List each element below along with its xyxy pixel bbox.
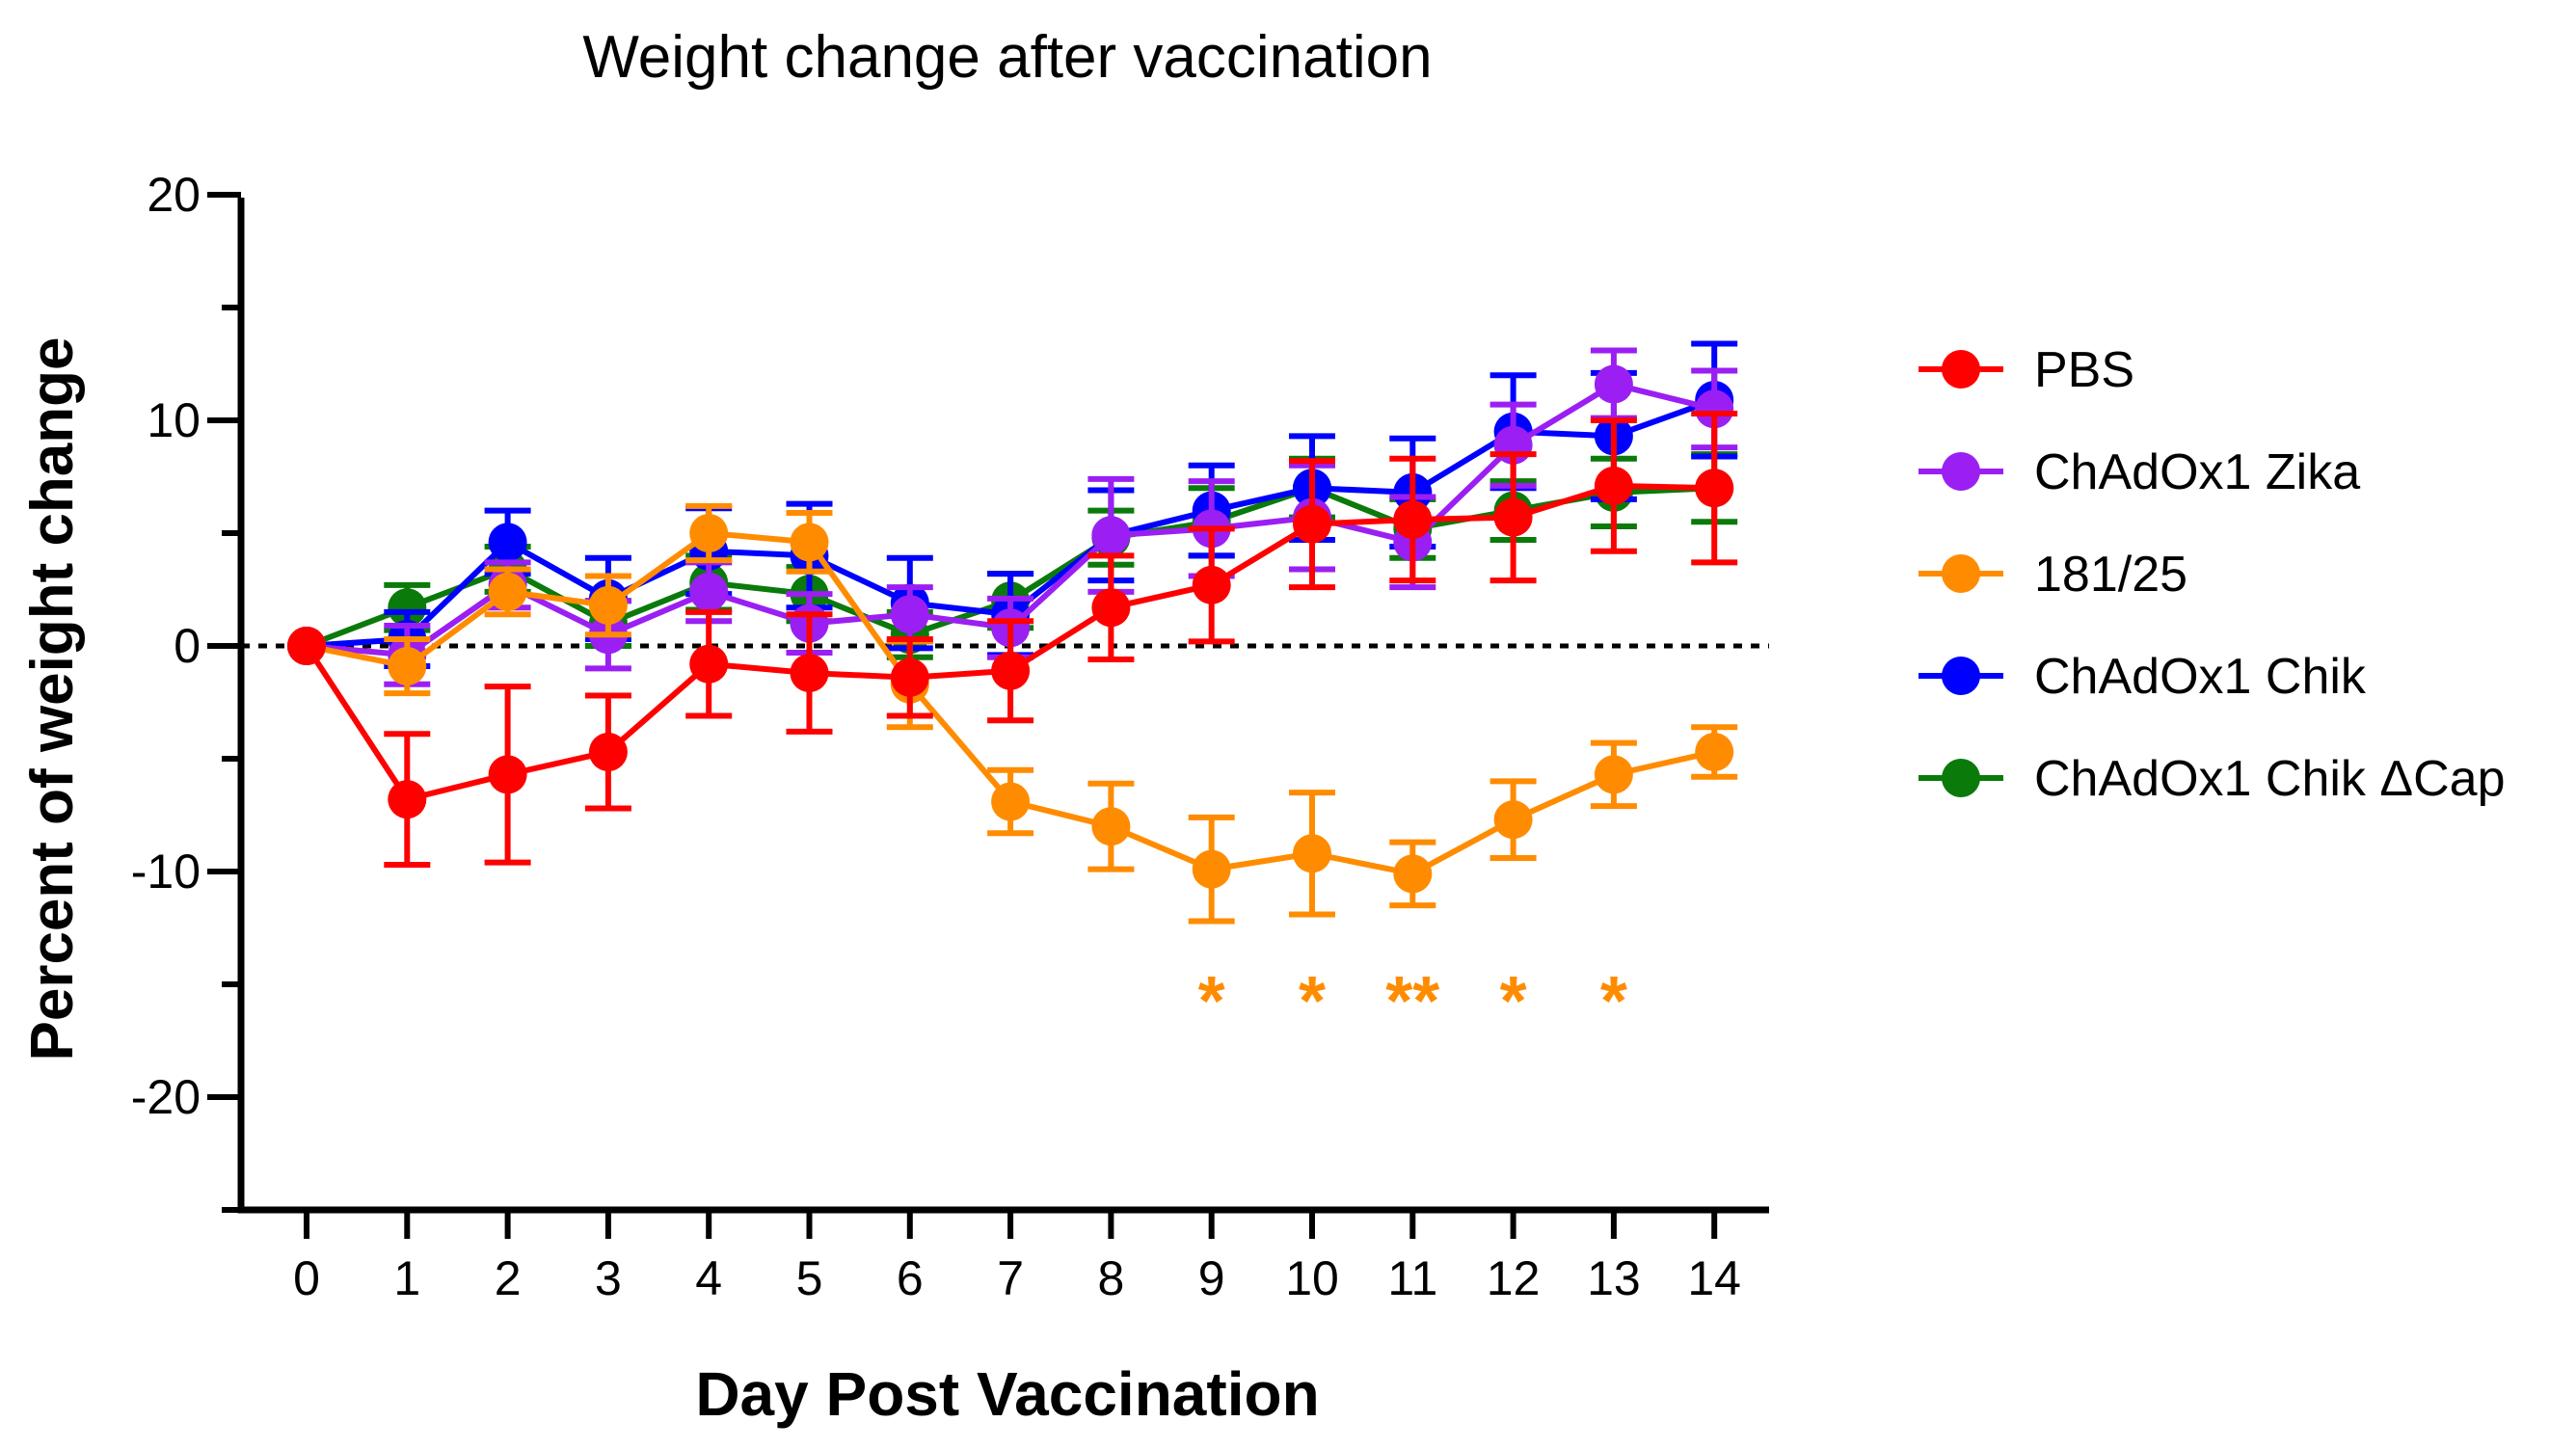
data-point (1091, 588, 1131, 628)
y-tick-label: 20 (147, 168, 201, 222)
data-point (488, 572, 527, 611)
data-point (1192, 849, 1231, 889)
data-point (1091, 807, 1131, 846)
data-point (1091, 516, 1131, 555)
y-tick-label: -20 (131, 1070, 201, 1124)
legend-label: ChAdOx1 Zika (2034, 444, 2360, 500)
x-tick-label: 8 (1097, 1251, 1124, 1305)
data-point (689, 514, 729, 552)
legend-label: ChAdOx1 Chik (2034, 649, 2367, 705)
data-point (790, 523, 829, 562)
data-point (1594, 755, 1633, 794)
chart-title: Weight change after vaccination (582, 24, 1432, 91)
data-point (890, 595, 929, 634)
significance-marker: ** (1385, 963, 1439, 1040)
x-tick-label: 14 (1687, 1251, 1741, 1305)
significance-marker: * (1500, 963, 1527, 1040)
data-point (588, 585, 628, 625)
data-point (689, 572, 729, 611)
x-tick-label: 13 (1587, 1251, 1641, 1305)
x-tick-label: 12 (1487, 1251, 1541, 1305)
x-tick-label: 5 (796, 1251, 823, 1305)
data-point (287, 627, 326, 665)
data-point (890, 657, 929, 697)
legend-marker (1942, 350, 1980, 389)
x-tick-label: 0 (293, 1251, 320, 1305)
data-point (991, 782, 1031, 821)
y-axis-label: Percent of weight change (19, 336, 86, 1060)
y-tick-label: 10 (147, 393, 201, 447)
data-point (1493, 800, 1533, 840)
x-tick-label: 11 (1387, 1251, 1437, 1305)
data-point (790, 654, 829, 693)
legend-item: 181/25 (1919, 547, 2187, 603)
data-point (388, 647, 427, 686)
data-point (1393, 854, 1433, 894)
data-point (1695, 389, 1734, 429)
data-point (1594, 364, 1633, 404)
data-point (488, 755, 527, 794)
legend-marker (1942, 759, 1980, 797)
data-point (1192, 565, 1231, 604)
x-tick-label: 4 (695, 1251, 722, 1305)
x-tick-label: 7 (997, 1251, 1024, 1305)
data-point (1393, 499, 1433, 539)
legend-marker (1942, 657, 1980, 695)
legend-item: PBS (1919, 342, 2134, 398)
y-tick-label: -10 (131, 845, 201, 899)
data-point (1293, 834, 1331, 873)
x-tick-label: 3 (595, 1251, 622, 1305)
x-axis-label: Day Post Vaccination (695, 1359, 1319, 1429)
data-point (991, 651, 1031, 690)
data-point (488, 523, 527, 562)
legend: PBS ChAdOx1 Zika 181/25 ChAdOx1 Chik ChAdOx1… (1919, 342, 2506, 807)
legend-label: PBS (2034, 342, 2134, 398)
data-point (388, 780, 427, 819)
x-tick-label: 2 (495, 1251, 522, 1305)
significance-marker: * (1299, 963, 1326, 1040)
data-point (1293, 504, 1331, 544)
x-tick-label: 9 (1198, 1251, 1225, 1305)
data-point (1594, 466, 1633, 505)
data-point (588, 732, 628, 771)
data-point (689, 644, 729, 684)
x-tick-label: 1 (393, 1251, 420, 1305)
legend-marker (1942, 554, 1980, 593)
legend-item: ChAdOx1 Zika (1919, 444, 2360, 500)
x-tick-label: 10 (1285, 1251, 1339, 1305)
legend-item: ChAdOx1 Chik (1919, 649, 2367, 705)
significance-marker: * (1198, 963, 1225, 1040)
data-point (388, 588, 427, 628)
y-tick-label: 0 (174, 619, 201, 673)
data-point (1493, 497, 1533, 537)
data-point (1695, 732, 1734, 771)
legend-label: 181/25 (2034, 547, 2187, 603)
data-point (1695, 469, 1734, 508)
significance-marker: * (1600, 963, 1627, 1040)
x-tick-label: 6 (897, 1251, 924, 1305)
legend-marker (1942, 452, 1980, 491)
legend-item: ChAdOx1 Chik ΔCap (1919, 751, 2506, 807)
series-pbs (287, 410, 1738, 868)
legend-label: ChAdOx1 Chik ΔCap (2034, 751, 2506, 807)
